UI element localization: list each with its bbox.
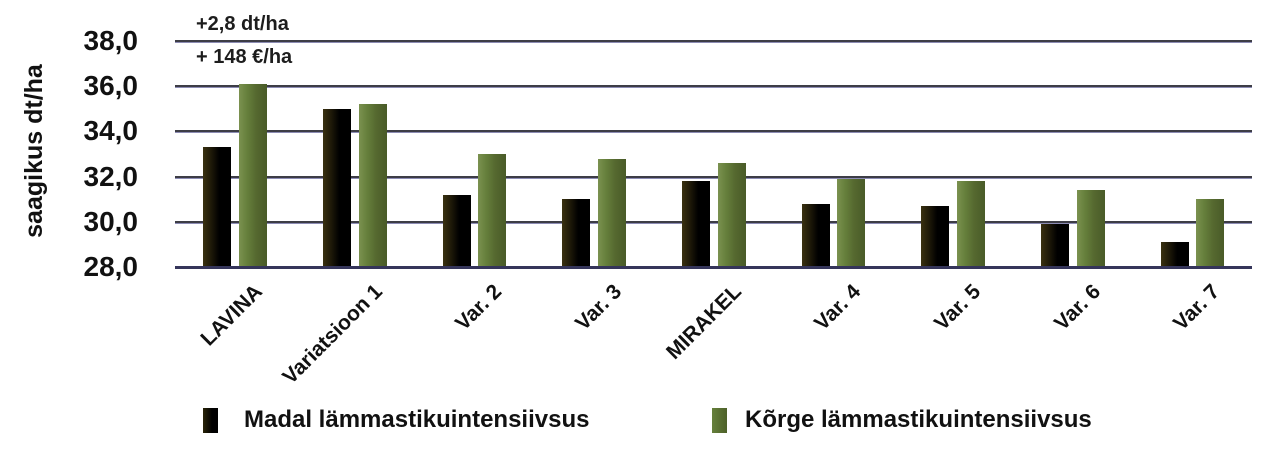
bar-mirakel-s1 (718, 163, 746, 267)
bar-mirakel-s0 (682, 181, 710, 267)
xtick-label-lavina: LAVINA (196, 280, 268, 351)
annotation-euro-gain: + 148 €/ha (196, 46, 293, 68)
legend-swatch-green (712, 407, 727, 433)
ytick-label-30: 30,0 (83, 205, 139, 237)
ytick-label-34: 34,0 (83, 115, 139, 147)
legend-label-low-nitrogen: Madal lämmastikuintensiivsus (244, 406, 590, 433)
bar-variatsioon-1-s0 (323, 109, 351, 267)
bar-lavina-s0 (203, 147, 231, 267)
ytick-label-38: 38,0 (83, 25, 139, 56)
gridline-30 (175, 220, 1252, 224)
xtick-label-var-6: Var. 6 (1049, 280, 1105, 336)
y-axis-title: saagikus dt/ha (20, 64, 48, 238)
bar-var-3-s1 (598, 159, 626, 267)
legend-entry-low-nitrogen: Madal lämmastikuintensiivsus (203, 406, 589, 434)
bar-var-6-s1 (1077, 190, 1105, 267)
bar-var-2-s0 (443, 195, 471, 267)
xtick-label-variatsioon-1: Variatsioon 1 (278, 280, 387, 389)
bar-variatsioon-1-s1 (359, 104, 387, 267)
gridline-38 (175, 40, 1252, 43)
ytick-label-36: 36,0 (83, 70, 139, 102)
bar-var-3-s0 (562, 199, 590, 267)
bar-lavina-s1 (239, 84, 267, 267)
legend-label-high-nitrogen: Kõrge lämmastikuintensiivsus (745, 406, 1092, 433)
xtick-label-var-4: Var. 4 (810, 280, 866, 336)
bar-var-6-s0 (1041, 224, 1069, 267)
bar-var-7-s0 (1161, 242, 1189, 267)
bar-var-2-s1 (478, 154, 506, 267)
ytick-label-28: 28,0 (83, 251, 139, 282)
xtick-label-var-2: Var. 2 (451, 280, 507, 336)
xtick-label-mirakel: MIRAKEL (661, 280, 746, 364)
xtick-label-var-7: Var. 7 (1169, 280, 1225, 336)
x-axis-baseline (175, 266, 1252, 269)
legend-swatch-black (203, 407, 218, 433)
ytick-label-32: 32,0 (83, 160, 139, 192)
bar-var-5-s1 (957, 181, 985, 267)
gridline-34 (175, 130, 1252, 134)
bar-var-4-s0 (802, 204, 830, 267)
bar-var-5-s0 (921, 206, 949, 267)
xtick-label-var-5: Var. 5 (930, 280, 986, 336)
bar-var-4-s1 (837, 179, 865, 267)
gridline-32 (175, 175, 1252, 179)
legend-entry-high-nitrogen: Kõrge lämmastikuintensiivsus (712, 406, 1092, 434)
gridline-36 (175, 85, 1252, 89)
bar-var-7-s1 (1196, 199, 1224, 267)
annotation-yield-gain: +2,8 dt/ha (196, 13, 289, 35)
xtick-label-var-3: Var. 3 (571, 280, 627, 336)
